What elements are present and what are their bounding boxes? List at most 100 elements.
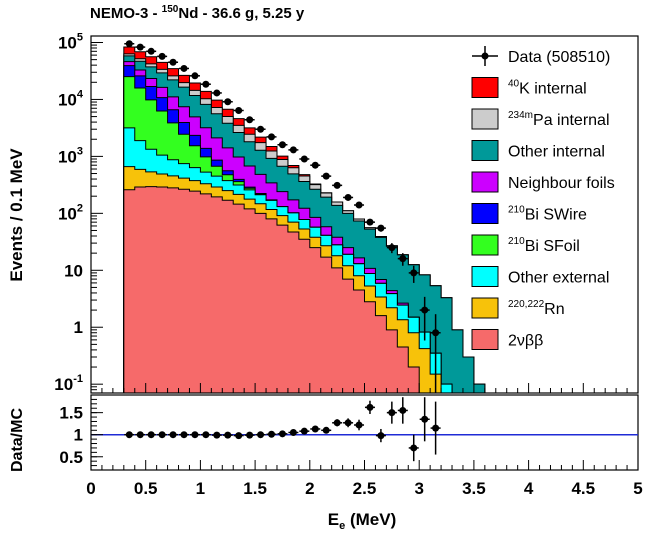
data-point [246, 116, 254, 124]
legend-swatch [471, 77, 499, 98]
data-points [124, 40, 441, 393]
x-tick-label: 2.5 [353, 479, 377, 498]
data-point [300, 155, 308, 163]
data-point [322, 172, 330, 180]
legend-label: Other external [508, 270, 609, 287]
legend-label: Neighbour foils [508, 175, 615, 192]
legend-label: 220,222Rn [508, 299, 565, 318]
data-point [213, 89, 221, 97]
data-point [421, 306, 429, 314]
data-point [399, 255, 407, 263]
ratio-point [268, 430, 276, 438]
data-point [158, 52, 166, 60]
ratio-points [124, 397, 441, 462]
ratio-point [278, 430, 286, 438]
ratio-point [158, 431, 166, 439]
ratio-tick-label: 1.5 [59, 404, 83, 423]
legend-swatch [471, 171, 499, 193]
y-tick-label: 104 [58, 88, 84, 109]
ratio-point [246, 431, 254, 439]
ratio-point [125, 431, 133, 439]
y-axis-label: Events / 0.1 MeV [7, 148, 26, 282]
data-point [224, 98, 232, 106]
ratio-point [257, 431, 265, 439]
ratio-point [235, 432, 243, 440]
legend-label: 210Bi SFoil [508, 236, 580, 255]
ratio-point [169, 431, 177, 439]
data-point [344, 193, 352, 201]
legend: Data (508510) 40K internal 234mPa internal… [471, 46, 615, 350]
legend-swatch [471, 329, 499, 350]
ratio-tick-label: 1 [74, 426, 83, 445]
ratio-point [213, 431, 221, 439]
ratio-point [311, 425, 319, 433]
ratio-point [147, 431, 155, 439]
data-point [136, 43, 144, 51]
ratio-point [136, 431, 144, 439]
data-point [257, 125, 265, 133]
legend-data-label: Data (508510) [508, 49, 610, 66]
data-point [202, 80, 210, 88]
legend-label: 234mPa internal [508, 110, 610, 129]
x-tick-label: 1 [196, 479, 205, 498]
y-tick-label: 1 [74, 318, 83, 337]
ratio-tick-label: 0.5 [59, 448, 83, 467]
data-point [432, 329, 440, 337]
y-tick-label: 10-1 [54, 373, 83, 394]
ratio-point [366, 403, 374, 411]
ratio-point [432, 424, 440, 432]
legend-label: 2νββ [508, 333, 543, 350]
main-plot: 10-1 1 10 102 103 104 105 [54, 31, 639, 394]
ratio-point [300, 427, 308, 435]
ratio-plot: 0.511.50 0.5 1 1.5 2 2.5 3 3.5 4 4.5 5 [59, 394, 643, 498]
data-point [355, 201, 363, 209]
legend-swatch [471, 203, 499, 224]
ratio-point [399, 406, 407, 414]
ratio-point [344, 419, 352, 427]
ratio-point [191, 431, 199, 439]
legend-swatch [471, 234, 499, 256]
x-tick-label: 3.5 [462, 479, 486, 498]
y-tick-label: 10 [64, 261, 83, 280]
y-tick-label: 103 [58, 145, 83, 166]
x-tick-label: 2 [305, 479, 314, 498]
ratio-point [180, 431, 188, 439]
legend-label: 40K internal [508, 79, 587, 98]
data-point [311, 161, 319, 169]
legend-swatch [471, 108, 499, 130]
chart-title: NEMO-3 - 150Nd - 36.6 g, 5.25 y [90, 4, 305, 22]
x-tick-label: 0 [86, 479, 95, 498]
data-point [289, 146, 297, 154]
data-point [235, 106, 243, 114]
x-tick-label: 4.5 [571, 479, 595, 498]
ratio-point [322, 426, 330, 434]
data-point [125, 40, 133, 48]
y-tick-label: 102 [58, 202, 83, 223]
ratio-point [410, 444, 418, 452]
title-sup: 150 [162, 4, 179, 15]
y-tick-label: 105 [58, 31, 83, 52]
ratio-point [377, 432, 385, 440]
x-tick-label: 4 [524, 479, 534, 498]
ratio-point [289, 429, 297, 436]
legend-swatch [471, 297, 499, 319]
data-point [169, 58, 177, 66]
data-point [268, 133, 276, 141]
data-point [180, 64, 188, 72]
data-point [410, 269, 418, 277]
data-point [191, 72, 199, 80]
ratio-point [333, 419, 341, 427]
hist-2- [123, 186, 497, 393]
data-point [278, 141, 286, 149]
ratio-point [202, 431, 210, 439]
ratio-point [355, 421, 363, 429]
x-tick-label: 0.5 [134, 479, 158, 498]
data-point [333, 181, 341, 189]
ratio-point [421, 415, 429, 423]
data-point [388, 244, 396, 252]
x-tick-label: 1.5 [243, 479, 267, 498]
data-point [147, 47, 155, 55]
legend-swatch [471, 140, 499, 161]
data-point [377, 224, 385, 232]
